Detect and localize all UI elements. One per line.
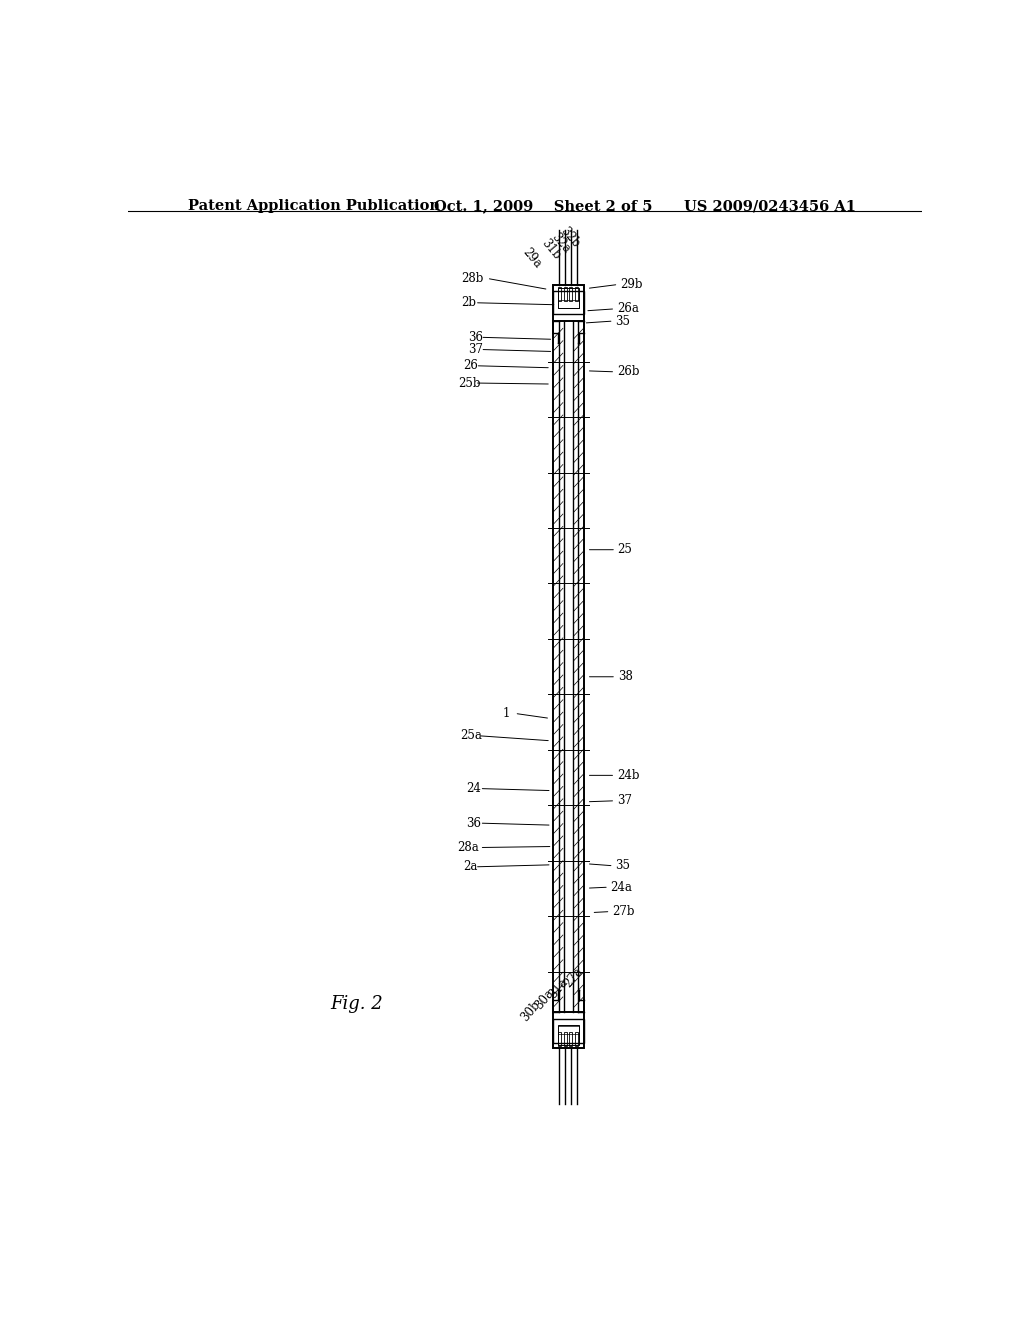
Bar (553, 1012, 585, 1048)
Text: 32a: 32a (549, 231, 572, 256)
Bar (574, 288, 578, 301)
Bar (558, 289, 579, 308)
Bar (553, 290, 584, 314)
Text: Oct. 1, 2009    Sheet 2 of 5: Oct. 1, 2009 Sheet 2 of 5 (433, 199, 652, 213)
Bar (569, 1032, 572, 1045)
Text: 31b: 31b (539, 236, 563, 263)
Text: 29b: 29b (620, 279, 642, 290)
Text: 36: 36 (468, 331, 482, 343)
Text: 35: 35 (615, 314, 630, 327)
Text: 35: 35 (615, 859, 630, 873)
Text: 27b: 27b (612, 906, 635, 917)
Bar (563, 1032, 567, 1045)
Text: 37: 37 (616, 795, 632, 808)
Text: 38: 38 (617, 671, 633, 684)
Text: 26b: 26b (616, 366, 639, 379)
Bar (569, 288, 572, 301)
Bar (558, 1026, 579, 1044)
Text: 25a: 25a (460, 729, 481, 742)
Text: 32b: 32b (558, 224, 583, 249)
Text: 30b: 30b (518, 998, 543, 1023)
Bar (563, 288, 567, 301)
Text: Patent Application Publication: Patent Application Publication (187, 199, 439, 213)
Text: 2a: 2a (463, 861, 477, 874)
Text: 29a: 29a (520, 246, 544, 271)
Text: 25b: 25b (458, 376, 480, 389)
Bar (553, 285, 585, 321)
Text: 26a: 26a (616, 302, 639, 315)
Text: 27a: 27a (562, 965, 586, 990)
Bar (553, 1019, 584, 1043)
Text: 1: 1 (503, 706, 510, 719)
Bar (558, 288, 561, 301)
Text: 26: 26 (463, 359, 478, 372)
Text: 30a: 30a (532, 987, 557, 1012)
Text: 37: 37 (468, 343, 482, 356)
Bar (558, 1032, 561, 1045)
Text: 24b: 24b (616, 768, 639, 781)
Text: Fig. 2: Fig. 2 (331, 995, 383, 1012)
Text: 25: 25 (617, 544, 633, 556)
Text: 31a: 31a (547, 975, 570, 1001)
Text: 28b: 28b (461, 272, 483, 285)
Text: 28a: 28a (458, 841, 479, 854)
Text: US 2009/0243456 A1: US 2009/0243456 A1 (684, 199, 855, 213)
Text: 24a: 24a (610, 880, 633, 894)
Text: 2b: 2b (461, 296, 476, 309)
Text: 24: 24 (466, 781, 481, 795)
Bar (574, 1032, 578, 1045)
Text: 36: 36 (466, 817, 481, 830)
